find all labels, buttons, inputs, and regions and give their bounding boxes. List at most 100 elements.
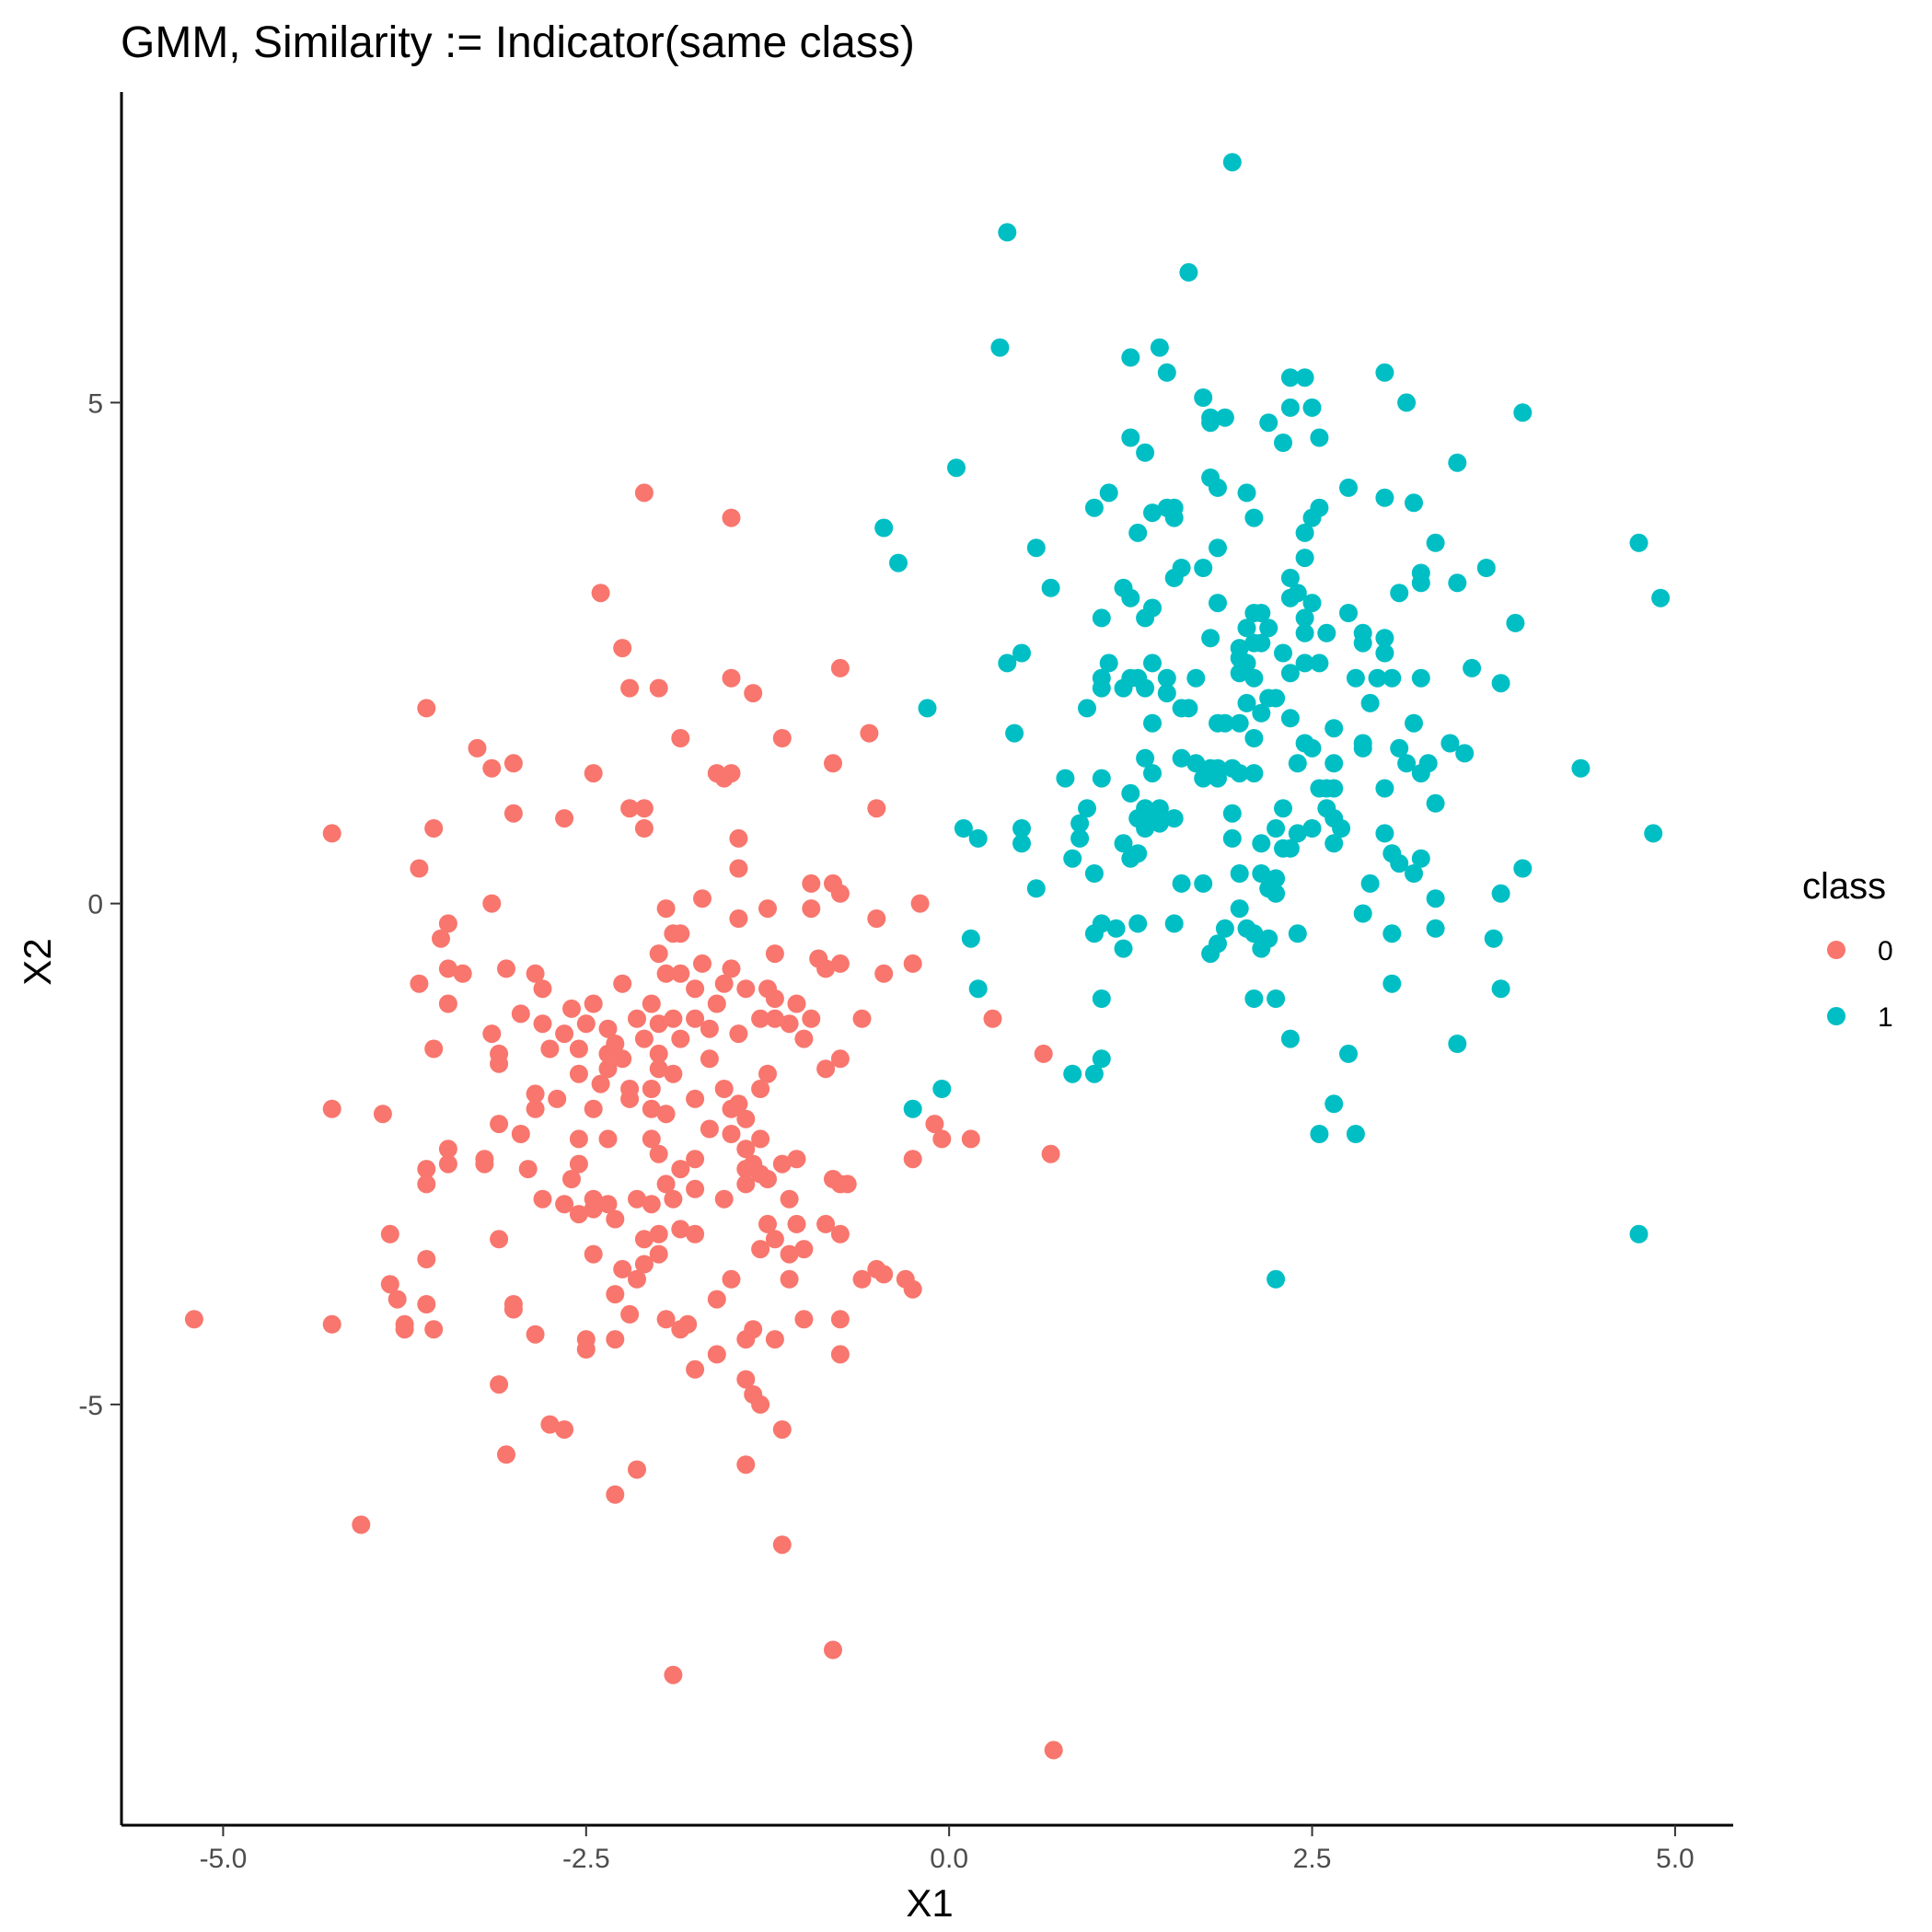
data-point [1084,864,1104,883]
data-point [664,1665,683,1684]
data-point [816,959,836,978]
data-point [1121,588,1140,607]
data-point [802,873,821,893]
data-point [322,824,341,843]
data-point [1092,608,1111,628]
data-point [1288,924,1307,943]
data-point [1288,584,1307,603]
x-tick-label: -2.5 [562,1844,610,1874]
data-point [802,899,821,919]
data-point [438,994,457,1013]
data-point [584,1244,603,1264]
data-point [1136,443,1155,462]
data-point [352,1515,371,1534]
data-point [642,1195,661,1214]
data-point [584,1099,603,1118]
data-point [526,964,545,983]
data-point [1302,594,1322,613]
data-point [526,1084,545,1104]
data-point [1259,619,1278,638]
data-point [1405,713,1423,733]
data-point [1390,738,1409,758]
data-point [1629,1224,1649,1244]
data-point [555,809,574,828]
data-point [417,1174,436,1194]
data-point [1267,688,1286,708]
data-point [1491,979,1510,999]
data-point [424,819,444,838]
data-point [1405,493,1423,513]
data-point [1295,654,1314,673]
data-point [729,1094,748,1114]
y-tick-label: 0 [87,890,103,920]
data-point [758,1064,777,1083]
data-point [1267,989,1286,1008]
data-point [686,1009,705,1028]
data-point [1164,914,1184,933]
x-tick-label: 0.0 [930,1844,968,1874]
data-point [620,1304,640,1324]
data-point [1244,989,1264,1008]
data-point [1339,1044,1358,1063]
data-point [503,1300,523,1319]
data-point [722,668,741,688]
chart-title: GMM, Similarity := Indicator(same class) [121,18,915,67]
data-point [664,1189,683,1209]
data-point [562,999,581,1018]
data-point [1280,839,1300,858]
data-point [1339,604,1358,622]
data-point [562,1170,581,1188]
data-point [606,1330,625,1349]
data-point [1114,939,1133,958]
data-point [1506,613,1525,632]
data-point [533,1189,552,1209]
data-point [598,1044,618,1063]
data-point [1310,1125,1329,1143]
data-point [1222,804,1242,823]
data-point [1121,849,1140,868]
data-point [1280,664,1300,683]
data-point [671,1160,690,1179]
data-point [729,909,748,928]
data-point [482,758,502,778]
data-point [606,1285,625,1304]
data-point [184,1310,203,1329]
data-point [1136,678,1155,698]
data-point [1194,873,1213,893]
data-point [1267,1269,1286,1289]
data-point [830,1174,850,1194]
data-point [417,1250,436,1268]
data-point [1310,654,1329,673]
data-point [438,1154,457,1174]
data-point [1382,924,1402,943]
data-point [598,1129,618,1149]
data-point [1136,819,1155,838]
data-point [998,654,1017,673]
data-point [889,553,908,573]
data-point [1339,478,1358,497]
data-point [751,1080,770,1098]
data-point [824,754,842,773]
data-point [824,1640,842,1660]
data-point [395,1320,414,1339]
data-point [1252,864,1271,883]
data-point [954,819,973,838]
data-point [1332,819,1351,838]
data-point [1121,783,1140,803]
data-point [772,1535,792,1555]
data-point [1186,668,1206,688]
data-point [1325,834,1344,853]
data-point [584,764,603,783]
data-point [830,1049,850,1069]
data-point [664,924,683,943]
data-point [693,954,711,973]
data-point [656,1105,676,1124]
data-point [1041,578,1060,597]
data-point [780,1244,799,1264]
legend-label: 0 [1878,936,1893,966]
data-point [787,994,806,1013]
data-point [540,1039,560,1059]
data-point [1186,754,1206,773]
data-point [1222,153,1242,172]
data-point [482,894,502,913]
